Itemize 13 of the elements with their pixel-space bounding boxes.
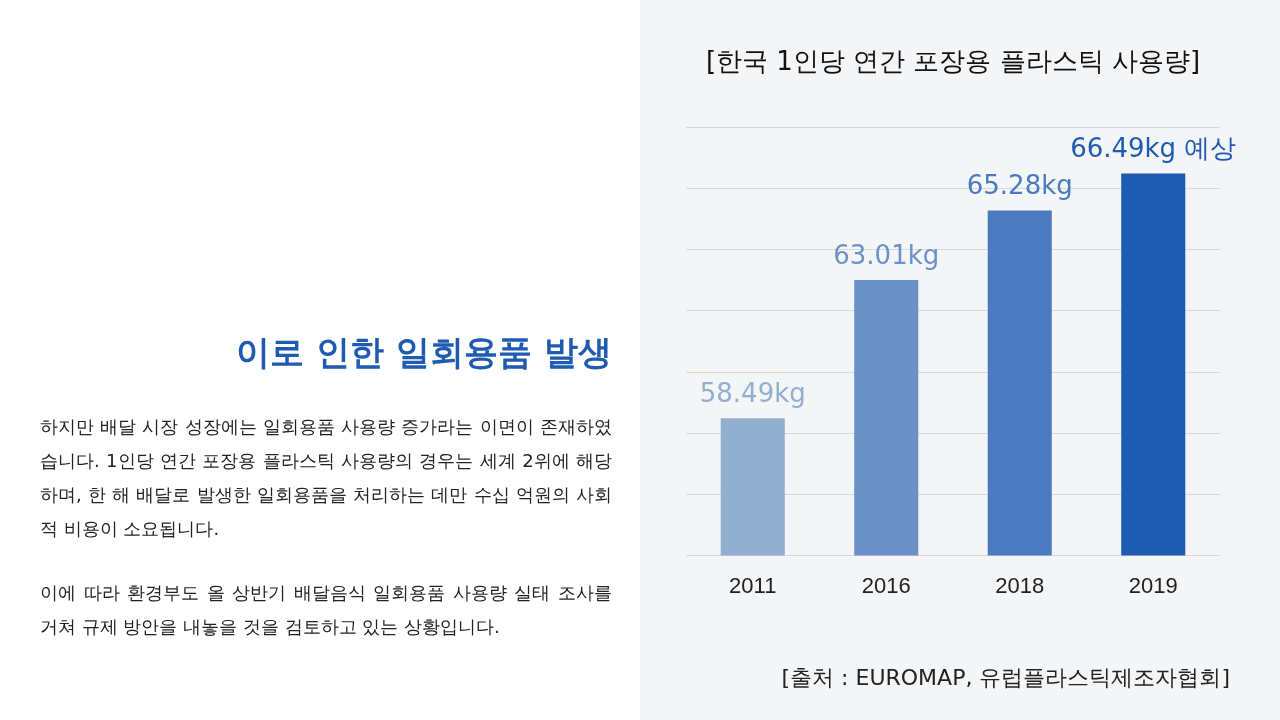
text: 하지만 배달 시장 성장에는 일회용품 사용량 증가라는 이면이 존재하였습니다. 1인당 연간 포장용 플라스틱 사용량의 경우는 세계 2위에 해당하며, 한 해 배달로 발생한 일회용품을 처리하는 데만 수십 억원의 사회적 비용이 소요됩니다.	[40, 415, 612, 541]
text: [출처 : EUROMAP, 유럽플라스틱제조자협회]	[781, 664, 1230, 690]
x-tick-label: 2019	[1128, 572, 1178, 598]
data-label: 66.49kg 예상	[1070, 133, 1237, 164]
x-tick-label: 2016	[861, 572, 911, 598]
x-tick-label: 2011	[729, 572, 777, 598]
data-label: 65.28kg	[966, 170, 1073, 201]
text: 이에 따라 환경부도 올 상반기 배달음식 일회용품 사용량 실태 조사를 거쳐 규제 방안을 내놓을 것을 검토하고 있는 상황입니다.	[40, 581, 612, 639]
data-label: 63.01kg	[833, 239, 940, 270]
chart-title: [한국 1인당 연간 포장용 플라스틱 사용량]	[705, 46, 1201, 77]
data-label: 58.49kg	[699, 377, 806, 408]
text: 이로 인한 일회용품 발생	[235, 331, 612, 374]
x-tick-label: 2018	[995, 572, 1045, 598]
